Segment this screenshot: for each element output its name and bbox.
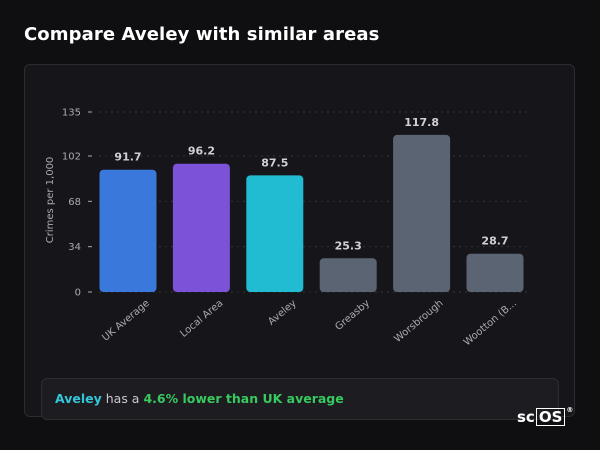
comparison-card: 0 34 68 102 135 Crimes per 1,000 91.7 UK Averag…	[24, 64, 575, 420]
y-axis-label: Crimes per 1,000	[45, 157, 56, 244]
x-category-label: Greasby	[333, 298, 372, 333]
crime-bar-chart: 0 34 68 102 135 Crimes per 1,000 91.7 UK Averag…	[45, 108, 529, 348]
bar	[319, 258, 377, 292]
bar	[172, 163, 230, 292]
summary-box: Aveley has a 4.6% lower than UK average	[41, 378, 559, 420]
page-title: Compare Aveley with similar areas	[24, 24, 380, 45]
y-tick-label: 34	[68, 242, 81, 253]
x-category-label: Aveley	[266, 298, 299, 328]
bar-value-label: 28.7	[481, 235, 508, 248]
logo-text-boxed: OS	[535, 408, 566, 426]
x-category-label: Wootton (B...	[462, 298, 519, 348]
bar	[466, 253, 524, 292]
bar	[99, 169, 157, 292]
bar-value-label: 87.5	[261, 156, 288, 169]
bar-value-label: 96.2	[188, 145, 215, 158]
y-tick-label: 0	[75, 288, 81, 299]
x-category-label: Local Area	[178, 298, 225, 340]
x-category-label: UK Average	[100, 298, 152, 344]
bar	[246, 175, 304, 292]
bar	[393, 134, 451, 292]
summary-difference: 4.6% lower than UK average	[143, 391, 344, 406]
y-tick-label: 135	[62, 108, 81, 119]
x-category-label: Worsbrough	[392, 298, 445, 345]
bar-value-label: 91.7	[114, 151, 141, 164]
scos-logo: sc OS ®	[517, 406, 574, 426]
logo-registered: ®	[566, 406, 574, 414]
bar-value-label: 117.8	[404, 116, 439, 129]
summary-middle: has a	[101, 391, 144, 406]
y-tick-label: 102	[62, 152, 81, 163]
bar-value-label: 25.3	[335, 239, 362, 252]
y-tick-label: 68	[68, 197, 81, 208]
logo-text-plain: sc	[517, 408, 535, 426]
summary-place: Aveley	[55, 391, 102, 406]
